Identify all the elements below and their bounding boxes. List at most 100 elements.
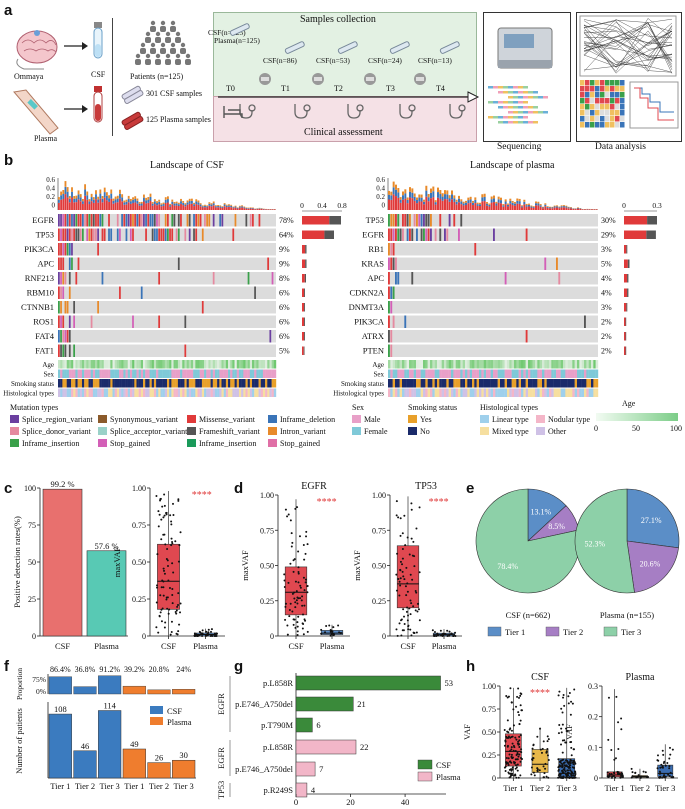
hist-bar: [528, 204, 530, 207]
data-point: [179, 602, 182, 605]
mutation-cell: [77, 228, 80, 241]
data-point: [296, 602, 299, 605]
sex-legend-item: Male: [352, 415, 380, 424]
hist-bar: [558, 208, 561, 210]
clinical-cell: [409, 388, 412, 397]
collection-count-label: CSF(n=86): [263, 56, 297, 65]
gene-row-bg: [388, 330, 598, 343]
clinical-cell: [156, 388, 159, 397]
hist-bar: [184, 203, 187, 205]
clinical-cell: [511, 369, 515, 378]
clinical-cell: [404, 360, 407, 369]
y-tick-label: 0: [382, 632, 386, 641]
hist-bar: [60, 199, 63, 210]
clinical-cell: [518, 379, 522, 388]
clinical-cell: [553, 388, 557, 397]
data-point: [547, 759, 550, 762]
data-point: [515, 776, 518, 779]
hist-bar: [390, 199, 393, 210]
person-icon: [150, 20, 156, 26]
hist-bar: [193, 206, 196, 210]
hist-bar: [397, 192, 400, 198]
clinical-cell: [444, 379, 447, 388]
clinical-cell: [413, 379, 417, 388]
clinical-track-label: Histological types: [3, 390, 54, 398]
hist-bar: [483, 193, 486, 197]
clinical-cell: [221, 379, 224, 388]
mutation-cell: [388, 315, 390, 328]
data-point: [286, 624, 289, 627]
mutation-cell: [254, 286, 256, 299]
clinical-cell: [225, 360, 229, 369]
clinical-cell: [68, 379, 72, 388]
data-point: [158, 513, 161, 516]
mutation-cell: [129, 214, 132, 227]
hist-bar: [164, 202, 167, 210]
clinical-cell: [502, 388, 505, 397]
mutation-cell: [504, 272, 507, 285]
hist-bar: [458, 202, 460, 210]
data-point: [162, 516, 165, 519]
hist-bar: [95, 199, 97, 210]
clinical-cell: [110, 369, 113, 378]
hist-bar: [397, 188, 400, 193]
data-point: [171, 602, 174, 605]
hist-bar: [236, 207, 239, 209]
hist-bar: [495, 203, 498, 206]
clinical-cell: [430, 388, 433, 397]
data-point: [620, 728, 623, 731]
clinical-cell: [210, 379, 213, 388]
hist-bar: [156, 202, 158, 206]
clinical-cell: [514, 388, 517, 397]
data-point: [435, 635, 438, 637]
data-point: [630, 776, 633, 779]
mutation-cell: [212, 272, 215, 285]
hist-bar: [68, 198, 71, 203]
clinical-cell: [556, 360, 559, 369]
bar-data-label: 99.2 %: [50, 479, 74, 489]
mutation-cell: [71, 228, 73, 241]
hist-bar: [486, 203, 488, 206]
data-point: [519, 692, 522, 695]
legend-swatch: [417, 771, 433, 782]
clinical-cell: [127, 388, 131, 397]
data-point: [637, 774, 640, 777]
hist-bar: [221, 206, 224, 208]
data-point: [409, 628, 412, 631]
clinical-cell: [90, 360, 94, 369]
mutation-cell: [58, 344, 60, 357]
legend-swatch: [187, 415, 196, 423]
data-point: [163, 504, 166, 507]
clinical-cell: [258, 379, 261, 388]
clinical-cell: [474, 360, 477, 369]
y-tick-label: 0.75: [132, 521, 146, 530]
hist-bar: [132, 203, 134, 210]
hist-bar: [521, 205, 523, 207]
clinical-cell: [546, 360, 550, 369]
clinical-cell: [572, 379, 575, 388]
data-point: [297, 572, 300, 575]
clinical-cell: [136, 379, 139, 388]
data-point: [405, 594, 408, 597]
mutation-cell: [388, 272, 390, 285]
clinical-cell: [256, 388, 259, 397]
hist-bar: [73, 202, 76, 210]
clinical-cell: [467, 379, 470, 388]
clinical-cell: [108, 388, 111, 397]
clinical-cell: [397, 369, 400, 378]
mutation-cell: [390, 301, 393, 314]
trajectory: [583, 26, 673, 66]
hist-bar: [86, 191, 89, 196]
hist-bar: [228, 206, 230, 210]
mutation-cell: [60, 214, 62, 227]
person-icon: [150, 42, 156, 48]
data-point: [546, 747, 549, 750]
clinical-cell: [132, 388, 135, 397]
hist-bar: [565, 206, 568, 208]
data-point: [401, 557, 404, 560]
read-segment: [513, 86, 518, 89]
data-point: [565, 776, 568, 779]
data-point: [547, 776, 550, 779]
clinical-track-label: Histological types: [333, 390, 384, 398]
data-point: [411, 578, 414, 581]
